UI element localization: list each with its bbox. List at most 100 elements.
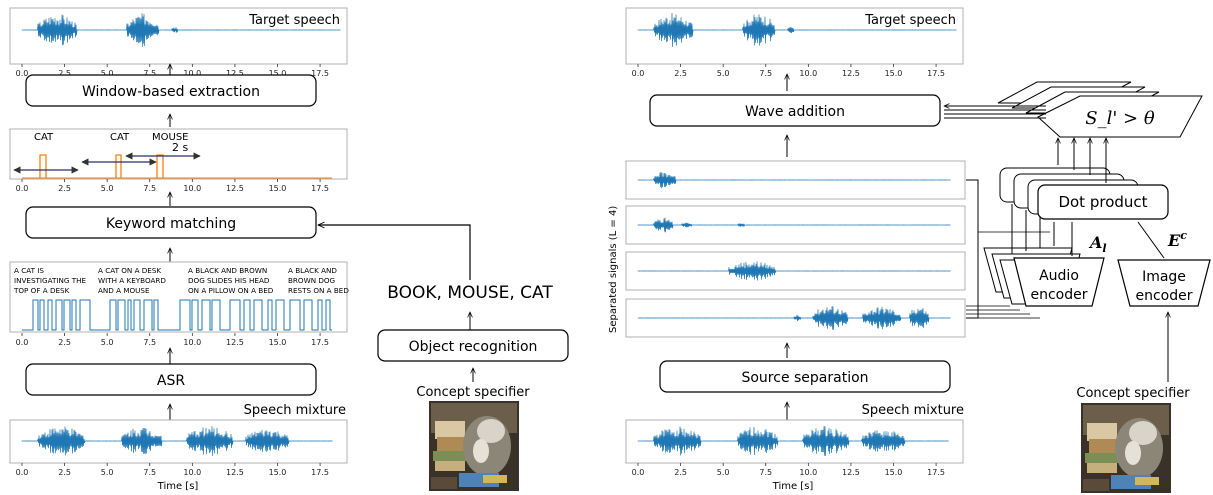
photo-shape — [473, 439, 489, 463]
photo-shape — [477, 419, 505, 443]
tick-label: 5.0 — [717, 69, 730, 78]
left-concept-image — [429, 401, 519, 491]
tick-label: 0.0 — [632, 69, 645, 78]
image-encoder-line2: encoder — [1135, 288, 1192, 304]
tick-label: 12.5 — [226, 69, 244, 78]
window-duration-label: 2 s — [172, 141, 188, 154]
tick-label: 15.0 — [885, 468, 903, 477]
tick-label: 15.0 — [269, 184, 287, 193]
right-mixture-waveform — [637, 426, 949, 456]
waveform-trace — [637, 217, 951, 233]
tick-label: 17.5 — [311, 468, 329, 477]
left-target-speech-plot: Target speech 0.0 2.5 5.0 7.5 10.0 12.5 15.0 17… — [9, 7, 348, 78]
photo-shape — [1135, 477, 1159, 485]
source-separation-label: Source separation — [741, 370, 868, 386]
tick-label: 17.5 — [311, 338, 329, 347]
waveform-trace — [637, 261, 951, 281]
waveform-trace — [21, 13, 341, 47]
tick-label: 0.0 — [16, 468, 29, 477]
left-target-waveform — [21, 13, 341, 47]
wave-addition-box: Wave addition — [649, 94, 941, 127]
separated-signal-4 — [625, 298, 966, 338]
keyword-label: CAT — [110, 132, 130, 143]
caption-line: BROWN DOG — [288, 276, 335, 285]
tick-label: 7.5 — [143, 468, 156, 477]
separated-signal-1 — [625, 160, 966, 200]
object-recognition-label: Object recognition — [409, 339, 538, 355]
tick-label: 5.0 — [717, 468, 730, 477]
waveform-trace — [637, 171, 951, 189]
waveform-trace — [21, 426, 333, 456]
tick-label: 17.5 — [927, 69, 945, 78]
tick-label: 2.5 — [58, 338, 71, 347]
caption-line: AND A MOUSE — [98, 286, 150, 295]
caption-line: TOP OF A DESK — [13, 286, 70, 295]
image-encoder: Image encoder — [1117, 259, 1211, 307]
caption-line: WITH A KEYBOARD — [98, 276, 166, 285]
tick-label: 0.0 — [632, 468, 645, 477]
tick-label: 10.0 — [799, 468, 817, 477]
tick-label: 12.5 — [842, 468, 860, 477]
separated-signals-label: Separated signals (L = 4) — [608, 206, 619, 333]
asr-label: ASR — [157, 373, 185, 389]
asr-word-segments — [22, 299, 332, 331]
tick-label: 17.5 — [311, 184, 329, 193]
tick-label: 17.5 — [927, 468, 945, 477]
wave-addition-label: Wave addition — [745, 104, 845, 120]
photo-shape — [1125, 441, 1141, 465]
left-mixture-plot: Speech mixture 0.0 2.5 5.0 7.5 10.0 12.5 15.0 1… — [9, 403, 348, 492]
keyword-matching-box: Keyword matching — [25, 206, 317, 239]
signal-bracket — [966, 179, 979, 319]
right-mixture-plot: Speech mixture 0.0 2.5 5.0 7.5 10.0 12.5 15.0 1… — [625, 403, 964, 492]
caption-line: A CAT IS — [14, 266, 44, 275]
connector — [966, 305, 1040, 319]
caption-line: A BLACK AND BROWN — [188, 266, 267, 275]
separated-signal-2 — [625, 205, 966, 245]
left-mixture-waveform — [21, 426, 333, 456]
tick-label: 15.0 — [269, 69, 287, 78]
left-mixture-label: Speech mixture — [244, 403, 346, 418]
tick-label: 10.0 — [183, 338, 201, 347]
tick-label: 10.0 — [183, 69, 201, 78]
tick-label: 15.0 — [885, 69, 903, 78]
caption-line: A BLACK AND — [288, 266, 337, 275]
waveform-trace — [637, 426, 949, 456]
right-mixture-label: Speech mixture — [862, 403, 964, 418]
keyword-matching-label: Keyword matching — [106, 216, 236, 232]
separated-signal-3 — [625, 251, 966, 291]
audio-encoder-line2: encoder — [1030, 287, 1087, 303]
tick-label: 2.5 — [674, 468, 687, 477]
threshold-label: S_l' > θ — [1085, 108, 1155, 129]
photo-shape — [1089, 439, 1119, 453]
photo-shape — [435, 461, 465, 471]
threshold-stack: S_l' > θ — [997, 81, 1203, 138]
left-time-axis-label: Time [s] — [157, 481, 199, 492]
right-target-waveform — [637, 13, 957, 47]
waveform-trace — [637, 13, 957, 47]
waveform-trace — [637, 306, 951, 330]
tick-label: 0.0 — [16, 69, 29, 78]
photo-shape — [1083, 479, 1109, 491]
detected-objects-text: BOOK, MOUSE, CAT — [387, 283, 553, 303]
window-extraction-label: Window-based extraction — [82, 84, 260, 100]
photo-shape — [433, 451, 467, 461]
photo-shape — [1087, 463, 1117, 473]
tick-label: 5.0 — [101, 184, 114, 193]
image-encoder-line1: Image — [1142, 269, 1186, 285]
image-embedding-label: Ec — [1167, 229, 1187, 250]
tick-label: 12.5 — [226, 468, 244, 477]
tick-label: 2.5 — [58, 184, 71, 193]
tick-label: 5.0 — [101, 69, 114, 78]
caption-line: INVESTIGATING THE — [14, 276, 86, 285]
caption-line: A CAT ON A DESK — [98, 266, 161, 275]
connector — [1137, 221, 1165, 259]
tick-label: 5.0 — [101, 468, 114, 477]
right-time-axis-label: Time [s] — [772, 481, 814, 492]
tick-label: 2.5 — [58, 468, 71, 477]
tick-label: 12.5 — [842, 69, 860, 78]
tick-label: 7.5 — [143, 184, 156, 193]
caption-line: ON A PILLOW ON A BED — [188, 286, 274, 295]
tick-label: 10.0 — [183, 468, 201, 477]
